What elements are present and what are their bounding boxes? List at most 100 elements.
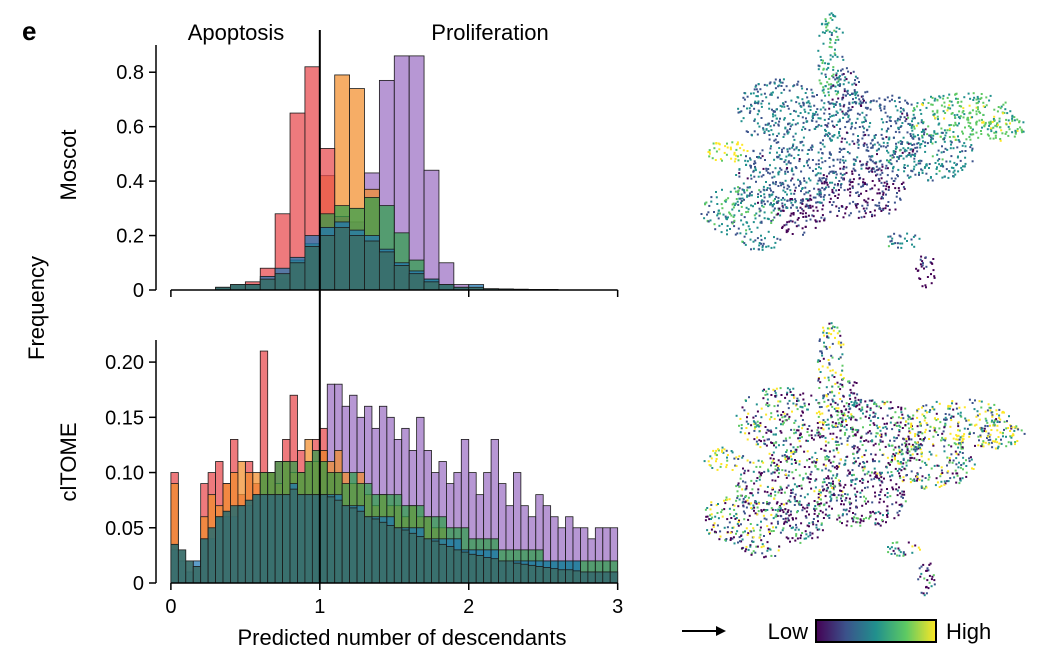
moscot-cell-point xyxy=(877,168,880,171)
cltome-cell-point xyxy=(814,505,817,507)
moscot-cell-point xyxy=(911,153,914,156)
moscot-cell-point xyxy=(935,168,938,170)
cltome-cell-point xyxy=(897,416,900,419)
cltome-cell-point xyxy=(796,397,799,400)
cltome-cell-point xyxy=(896,460,899,462)
moscot-cell-point xyxy=(823,112,826,115)
cltome-cell-point xyxy=(772,488,774,491)
cltome-cell-point xyxy=(814,461,817,464)
cltome-cell-point xyxy=(795,534,798,537)
moscot-cell-point xyxy=(718,224,721,227)
moscot-cell-point xyxy=(951,112,954,114)
cltome-cell-point xyxy=(999,431,1002,434)
moscot-cell-point xyxy=(809,179,812,182)
moscot-cell-point xyxy=(755,180,757,183)
moscot-cell-point xyxy=(820,23,823,26)
moscot-cell-point xyxy=(833,186,835,189)
cltome-cell-point xyxy=(767,387,770,390)
cltome-cell-point xyxy=(757,488,760,491)
moscot-cell-point xyxy=(902,181,905,184)
cltome-cell-point xyxy=(770,530,773,533)
cltome-cell-point xyxy=(878,405,881,408)
cltome-cell-point xyxy=(773,471,776,474)
moscot-cell-point xyxy=(943,129,946,132)
moscot-cell-point xyxy=(811,148,813,151)
moscot-cell-point xyxy=(756,237,759,240)
cltome-cell-point xyxy=(815,523,818,526)
moscot-cell-point xyxy=(977,108,979,111)
moscot-cell-point xyxy=(784,191,787,194)
cltome-cell-point xyxy=(713,530,716,533)
cltome-cell-point xyxy=(844,509,847,512)
moscot-cell-point xyxy=(853,91,856,94)
moscot-cell-point xyxy=(769,203,772,206)
moscot-cell-point xyxy=(745,163,748,166)
moscot-cell-point xyxy=(1016,128,1019,130)
cltome-cell-point xyxy=(950,419,953,422)
cltome-cell-point xyxy=(853,403,856,406)
cltome-cell-point xyxy=(931,575,934,578)
cltome-cell-point xyxy=(780,431,783,434)
cltome-cell-point xyxy=(952,415,955,418)
moscot-cell-point xyxy=(976,95,979,98)
cltome-cell-point xyxy=(840,341,843,344)
cltome-cell-point xyxy=(833,394,836,397)
moscot-cell-point xyxy=(871,138,874,141)
moscot-cell-point xyxy=(803,193,806,196)
cltome-bar-overlap-6 xyxy=(215,516,224,584)
cltome-cell-point xyxy=(851,426,854,429)
cltome-cell-point xyxy=(813,512,816,515)
moscot-cell-point xyxy=(831,181,834,184)
cltome-cell-point xyxy=(827,359,830,361)
cltome-cell-point xyxy=(890,417,893,420)
moscot-cell-point xyxy=(906,114,909,117)
cltome-cell-point xyxy=(867,470,870,473)
moscot-cell-point xyxy=(921,134,924,137)
cltome-cell-point xyxy=(740,523,742,526)
moscot-cell-point xyxy=(723,151,726,154)
cltome-cell-point xyxy=(756,506,759,509)
moscot-cell-point xyxy=(726,224,729,227)
moscot-cell-point xyxy=(762,188,765,191)
moscot-cell-point xyxy=(819,189,822,192)
cltome-cell-point xyxy=(777,491,780,494)
cltome-cell-point xyxy=(762,514,765,517)
moscot-cell-point xyxy=(936,132,939,135)
cltome-cell-point xyxy=(791,471,794,474)
moscot-cell-point xyxy=(842,155,845,158)
moscot-cell-point xyxy=(806,96,809,99)
moscot-cell-point xyxy=(878,97,881,100)
moscot-cell-point xyxy=(743,216,746,219)
moscot-cell-point xyxy=(850,108,853,111)
moscot-cell-point xyxy=(797,217,800,219)
cltome-cell-point xyxy=(909,454,912,457)
cltome-cell-point xyxy=(755,545,758,548)
moscot-cell-point xyxy=(801,212,804,215)
moscot-cell-point xyxy=(822,204,825,207)
moscot-cell-point xyxy=(786,230,789,233)
cltome-cell-point xyxy=(839,437,842,440)
cltome-cell-point xyxy=(938,402,941,405)
moscot-cell-point xyxy=(890,162,893,165)
cltome-cell-point xyxy=(893,456,896,459)
moscot-cell-point xyxy=(879,173,882,176)
moscot-cell-point xyxy=(917,122,920,125)
cltome-cell-point xyxy=(899,425,902,428)
cltome-cell-point xyxy=(787,474,790,477)
moscot-cell-point xyxy=(754,217,757,220)
cltome-cell-point xyxy=(735,512,738,515)
moscot-cell-point xyxy=(901,122,904,124)
cltome-cell-point xyxy=(799,541,802,544)
cltome-cell-point xyxy=(798,474,801,477)
cltome-cell-point xyxy=(925,486,928,489)
cltome-cell-point xyxy=(998,408,1001,411)
cltome-cell-point xyxy=(828,491,831,494)
moscot-cell-point xyxy=(801,128,803,131)
cltome-cell-point xyxy=(852,392,855,395)
cltome-cell-point xyxy=(865,516,868,519)
cltome-cell-point xyxy=(865,497,867,500)
moscot-cell-point xyxy=(775,141,778,144)
moscot-cell-point xyxy=(766,187,769,189)
moscot-cell-point xyxy=(881,171,884,174)
moscot-cell-point xyxy=(836,77,839,80)
